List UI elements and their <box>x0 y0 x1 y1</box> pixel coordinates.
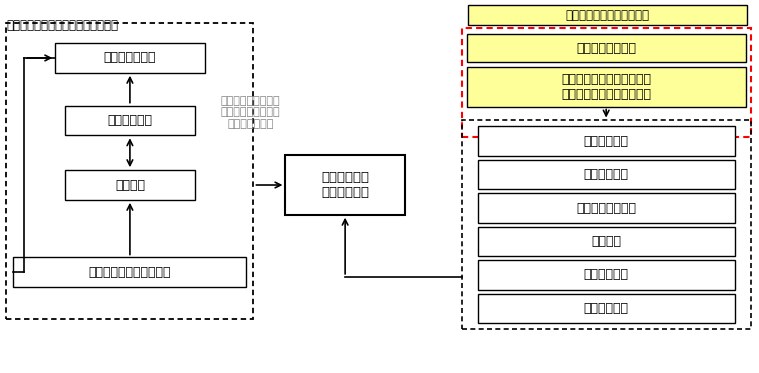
Text: 地球化学概念モデルの妥当性の評価: 地球化学概念モデルの妥当性の評価 <box>6 19 118 32</box>
Text: モデルの修正: モデルの修正 <box>108 114 153 127</box>
Text: 鉱物組成: 鉱物組成 <box>591 235 621 248</box>
Text: 地下水の起源: 地下水の起源 <box>584 135 628 148</box>
Text: 追加調査: 追加調査 <box>115 179 145 191</box>
Bar <box>65 106 194 135</box>
Bar <box>285 155 405 215</box>
Bar <box>14 257 247 287</box>
Bar <box>477 260 735 289</box>
Text: 地球化学概念
モデルの構築: 地球化学概念 モデルの構築 <box>321 171 369 199</box>
Text: 現在の地球化学特性の調査: 現在の地球化学特性の調査 <box>565 9 649 22</box>
Bar <box>468 5 747 25</box>
Bar <box>477 294 735 323</box>
Bar <box>477 160 735 189</box>
Text: 測定・分析；物理化学パラ
メータ・化学成分・同位体: 測定・分析；物理化学パラ メータ・化学成分・同位体 <box>561 73 651 101</box>
Text: 不確実性低減手法の検討: 不確実性低減手法の検討 <box>89 266 172 279</box>
Bar <box>477 193 735 223</box>
Text: 地下水試料の採水: 地下水試料の採水 <box>576 41 636 54</box>
Bar <box>477 126 735 156</box>
Text: 地下水の混合: 地下水の混合 <box>584 302 628 315</box>
Bar <box>461 120 751 329</box>
Bar <box>55 43 205 73</box>
Bar <box>461 28 751 137</box>
Text: 水－岩石反応: 水－岩石反応 <box>584 268 628 281</box>
Text: 不確実性の低減: 不確実性の低減 <box>104 51 156 65</box>
Bar <box>467 34 745 62</box>
Bar <box>477 227 735 256</box>
Bar <box>65 170 194 200</box>
Text: 現在～将来の３次元
的な地球化学特性の
不確実性の提示: 現在～将来の３次元 的な地球化学特性の 不確実性の提示 <box>221 96 280 129</box>
Text: 地下水の年代: 地下水の年代 <box>584 168 628 181</box>
Bar <box>467 67 745 107</box>
Text: 地下水の流動経路: 地下水の流動経路 <box>576 201 636 214</box>
Bar <box>6 23 254 319</box>
